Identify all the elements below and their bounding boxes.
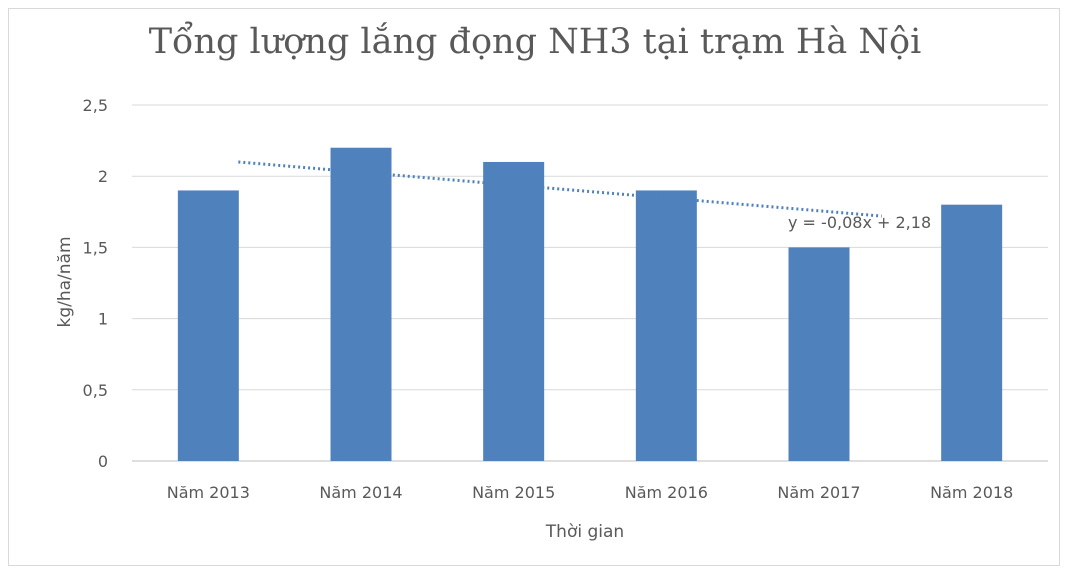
x-tick-label: Năm 2015 (472, 483, 555, 502)
bar (941, 204, 1003, 461)
y-axis-title: kg/ha/năm (55, 236, 75, 327)
bar (788, 247, 850, 461)
x-tick-labels: Năm 2013 Năm 2014 Năm 2015 Năm 2016 Năm 2017… (167, 483, 1014, 502)
bar (177, 190, 239, 461)
gridlines (132, 104, 1048, 462)
bar (635, 190, 697, 461)
y-tick-labels: 0 0,5 1 1,5 2 2,5 (83, 96, 108, 471)
x-tick-label: Năm 2018 (930, 483, 1013, 502)
bar (330, 147, 392, 461)
x-tick-label: Năm 2013 (167, 483, 250, 502)
y-tick-label: 0 (98, 452, 108, 471)
x-tick-label: Năm 2014 (319, 483, 402, 502)
x-tick-label: Năm 2017 (777, 483, 860, 502)
chart-title: Tổng lượng lắng đọng NH3 tại trạm Hà Nội (148, 22, 922, 62)
y-tick-label: 2,5 (83, 96, 108, 115)
y-tick-label: 1,5 (83, 238, 108, 257)
y-tick-label: 0,5 (83, 381, 108, 400)
y-tick-label: 1 (98, 310, 108, 329)
y-tick-label: 2 (98, 167, 108, 186)
x-tick-label: Năm 2016 (625, 483, 708, 502)
bar (483, 161, 545, 461)
trendline-equation: y = -0,08x + 2,18 (788, 213, 931, 232)
bars (177, 147, 1003, 461)
x-axis-title: Thời gian (545, 522, 624, 542)
